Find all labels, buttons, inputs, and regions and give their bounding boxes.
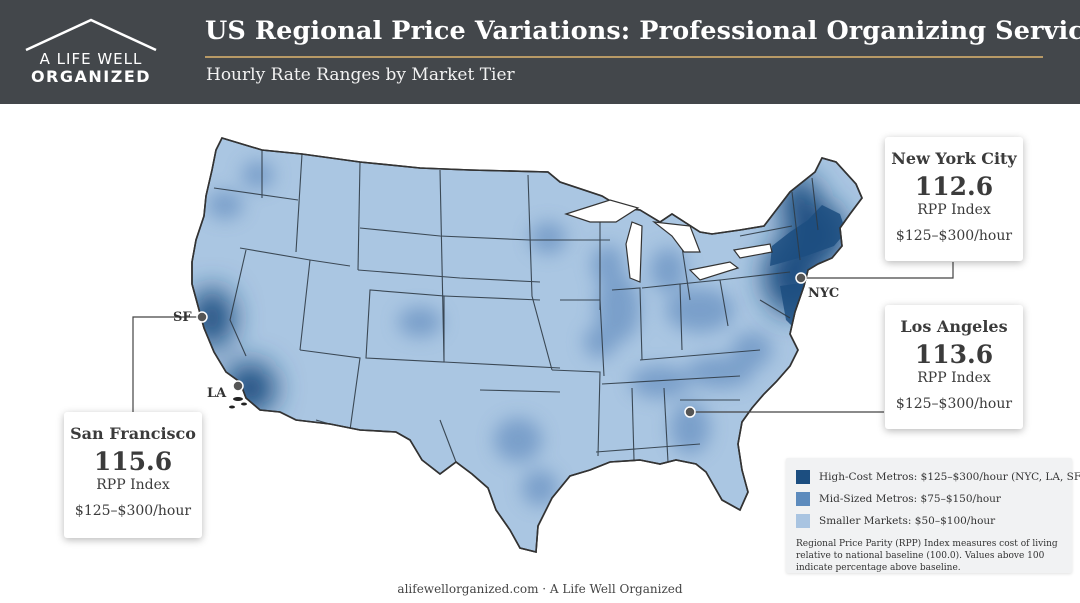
logo-text-line2: ORGANIZED (30, 67, 152, 86)
callout-city: New York City (891, 149, 1017, 168)
atlanta-marker[interactable] (684, 406, 696, 418)
legend-swatch (796, 470, 810, 484)
state-borders (213, 150, 819, 463)
callout-rpp-value: 113.6 (914, 340, 994, 369)
callout-rate: $125–$300/hour (895, 228, 1013, 244)
callout-la[interactable]: Los Angeles 113.6 RPP Index $125–$300/ho… (885, 305, 1023, 429)
callout-sf[interactable]: San Francisco 115.6 RPP Index $125–$300/… (64, 412, 202, 538)
la-label: LA (207, 386, 227, 401)
la-marker[interactable] (232, 380, 244, 392)
legend-item-mid-sized: Mid-Sized Metros: $75–$150/hour (796, 488, 1062, 510)
sf-label: SF (173, 310, 192, 325)
metro-markers (196, 272, 807, 418)
legend-item-smaller: Smaller Markets: $50–$100/hour (796, 510, 1062, 532)
brand-logo[interactable]: A LIFE WELL ORGANIZED (20, 16, 162, 90)
header-bar: A LIFE WELL ORGANIZED US Regional Price … (0, 0, 1080, 104)
legend-note: Regional Price Parity (RPP) Index measur… (796, 539, 1058, 573)
callout-city: Los Angeles (900, 317, 1008, 336)
nyc-label: NYC (808, 286, 840, 301)
legend-label: Mid-Sized Metros: $75–$150/hour (819, 493, 1001, 505)
great-lakes (564, 199, 773, 283)
legend-item-high-cost: High-Cost Metros: $125–$300/hour (NYC, L… (796, 466, 1080, 488)
nyc-marker[interactable] (795, 272, 807, 284)
callout-rpp-value: 112.6 (914, 172, 994, 201)
callout-rpp-value: 115.6 (93, 447, 173, 476)
callout-rpp-unit: RPP Index (96, 477, 170, 493)
us-map (132, 137, 954, 553)
title-divider (205, 56, 1043, 58)
map-legend: High-Cost Metros: $125–$300/hour (NYC, L… (786, 458, 1080, 573)
house-roof-icon (25, 18, 157, 52)
sf-marker[interactable] (196, 311, 208, 323)
legend-label: High-Cost Metros: $125–$300/hour (NYC, L… (819, 471, 1080, 483)
channel-islands (229, 397, 247, 409)
logo-text-line1: A LIFE WELL (39, 50, 143, 68)
callout-rate: $125–$300/hour (74, 503, 192, 519)
callout-city: San Francisco (70, 424, 196, 443)
footer-credit[interactable]: alifewellorganized.com · A Life Well Org… (397, 582, 683, 596)
callout-nyc[interactable]: New York City 112.6 RPP Index $125–$300/… (885, 137, 1023, 261)
legend-label: Smaller Markets: $50–$100/hour (819, 515, 996, 527)
callout-leaders (132, 262, 954, 413)
callout-rate: $125–$300/hour (895, 396, 1013, 412)
price-tier-shading (192, 150, 846, 506)
callout-rpp-unit: RPP Index (917, 202, 991, 218)
page-subtitle: Hourly Rate Ranges by Market Tier (206, 65, 515, 85)
page-title: US Regional Price Variations: Profession… (205, 16, 1080, 46)
callout-rpp-unit: RPP Index (917, 370, 991, 386)
legend-swatch (796, 514, 810, 528)
legend-swatch (796, 492, 810, 506)
